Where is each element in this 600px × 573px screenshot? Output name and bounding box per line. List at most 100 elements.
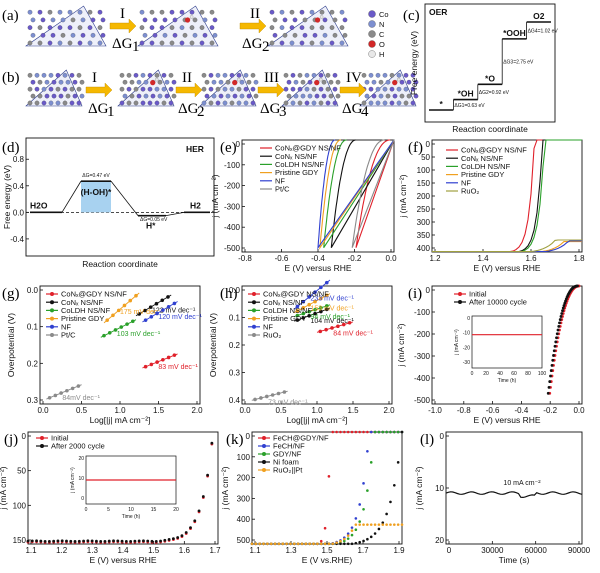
legend-atom-label: Co — [379, 10, 389, 19]
atom — [69, 100, 75, 106]
x-tick-label: 1.5 — [153, 406, 165, 415]
atom — [364, 93, 370, 99]
step-energy-label: ΔG=0.05 eV — [140, 217, 168, 223]
atom — [209, 9, 215, 15]
y-tick-label: 100 — [13, 501, 27, 510]
data-point — [377, 527, 381, 531]
atom — [57, 40, 63, 46]
atom — [279, 25, 285, 30]
data-point — [358, 503, 361, 506]
data-point — [354, 528, 358, 532]
x-tick-label: -0.6 — [275, 254, 289, 263]
legend-marker — [252, 324, 256, 329]
legend-marker — [50, 333, 54, 337]
atom — [293, 93, 299, 99]
legend-entry: After 10000 cycle — [469, 298, 527, 307]
data-point — [561, 309, 564, 313]
y-tick-label: 400 — [237, 515, 251, 524]
x-tick-label: 1.5 — [321, 546, 333, 555]
transition-box — [81, 181, 111, 213]
legend-atom-label: O — [379, 40, 385, 49]
x-tick-label: 1.3 — [87, 546, 99, 555]
step-label: II — [182, 70, 192, 86]
x-tick-label: 1.5 — [148, 546, 160, 555]
data-point — [90, 539, 94, 543]
atom — [100, 17, 106, 23]
series-line — [317, 139, 395, 250]
legend-entry: Pt/C — [275, 185, 290, 194]
legend-entry: Initial — [469, 290, 487, 299]
atom — [58, 79, 64, 85]
y-tick-label: 0.0 — [229, 286, 241, 295]
atom — [168, 100, 174, 106]
series-line — [319, 139, 395, 250]
atom — [314, 93, 320, 99]
atom — [147, 86, 153, 92]
data-point — [393, 430, 396, 434]
legend-entry: CoNₓ NS/NF — [61, 298, 103, 307]
atom — [79, 93, 85, 99]
atom — [30, 93, 36, 99]
atom — [27, 40, 33, 46]
y-tick-label: 0 — [236, 140, 241, 149]
panel-k: (k) 1.1 1.3 1.5 1.7 1.9 0 100 200 300 400 500 E (V v… — [220, 430, 405, 565]
atom — [246, 93, 252, 99]
data-point — [323, 526, 327, 530]
series-line — [445, 491, 583, 499]
y-tick-label: 500 — [237, 536, 251, 545]
atom — [304, 73, 310, 78]
delta-g-label: ΔG — [242, 36, 263, 52]
atom — [222, 100, 228, 106]
data-point — [350, 529, 354, 532]
atom — [90, 33, 96, 38]
delta-g-label: ΔG — [112, 36, 133, 52]
step-label: I — [120, 6, 125, 22]
delta-g-label: ΔG — [342, 101, 363, 117]
atom — [413, 79, 419, 85]
atom — [396, 86, 402, 92]
data-point — [316, 542, 319, 546]
x-tick-label: 1.7 — [357, 546, 369, 555]
legend-entry: RuO₂||Pt — [273, 466, 303, 475]
y-tick-label: 300 — [237, 494, 251, 503]
atom — [339, 9, 345, 15]
legend-marker — [50, 308, 54, 313]
data-point — [354, 541, 358, 545]
data-point — [319, 542, 323, 546]
atom — [300, 79, 306, 85]
step-energy-label: ΔG3=2.75 eV — [503, 60, 534, 66]
y-axis-label: j (mA cm⁻²) — [220, 466, 230, 510]
atom — [172, 17, 178, 23]
y-axis-label: j (mA cm⁻²) — [414, 466, 424, 510]
y-tick-label: 200 — [237, 474, 251, 483]
x-tick-label: -0.6 — [486, 406, 500, 415]
atom — [322, 33, 328, 38]
atom — [179, 9, 185, 15]
atom — [97, 25, 103, 30]
atom — [159, 25, 165, 30]
atom — [119, 100, 125, 106]
data-point — [366, 489, 369, 492]
atom — [182, 33, 188, 38]
data-point — [273, 542, 277, 546]
atom — [72, 93, 78, 99]
atom — [342, 33, 348, 38]
series-line — [355, 139, 395, 248]
atom — [136, 93, 142, 99]
legend-entry: FeCH@GDY/NF — [273, 434, 329, 443]
tafel-slope-label: 120 mV dec⁻¹ — [158, 314, 202, 321]
atom — [55, 100, 61, 106]
panel-label: (l) — [420, 432, 434, 448]
atom — [159, 9, 165, 15]
atom — [399, 93, 405, 99]
atom — [364, 79, 370, 85]
data-point — [346, 532, 350, 536]
atom — [149, 25, 155, 30]
data-point — [369, 461, 373, 464]
data-point — [296, 542, 300, 546]
data-point — [557, 324, 561, 328]
data-point — [562, 304, 566, 307]
y-tick-label: 150 — [13, 536, 27, 545]
data-point — [201, 495, 205, 498]
